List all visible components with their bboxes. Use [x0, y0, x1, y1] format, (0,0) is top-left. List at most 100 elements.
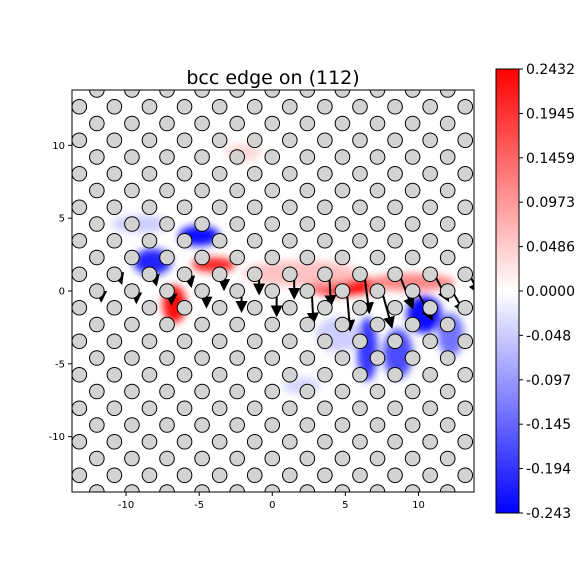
atom — [264, 115, 281, 132]
atom — [141, 199, 158, 216]
atom — [369, 383, 386, 400]
atom — [106, 433, 123, 450]
atom — [422, 199, 438, 216]
atom — [282, 400, 298, 417]
atom — [264, 484, 281, 492]
atom — [211, 400, 228, 417]
atom — [387, 232, 403, 249]
atom — [369, 283, 386, 299]
y-tick-label: 0 — [59, 287, 65, 298]
atom — [176, 199, 193, 216]
atom — [387, 98, 403, 115]
atom — [352, 467, 368, 484]
atom — [159, 316, 175, 333]
atom — [159, 283, 175, 299]
atom — [19, 351, 34, 366]
atom — [229, 115, 245, 132]
atom — [54, 150, 69, 165]
atom — [194, 350, 210, 366]
atom — [125, 49, 140, 64]
atom — [194, 115, 210, 132]
atom — [422, 433, 438, 450]
atom — [282, 98, 298, 115]
atom — [282, 232, 298, 249]
atom — [317, 433, 333, 450]
atom — [212, 501, 227, 516]
atom — [282, 199, 298, 216]
atom — [19, 418, 34, 433]
atom — [300, 49, 315, 64]
atom — [72, 199, 88, 216]
atom — [457, 299, 474, 316]
atom — [176, 467, 193, 484]
atom — [387, 433, 403, 450]
atom — [246, 199, 263, 216]
atom — [230, 518, 245, 533]
atom — [106, 199, 123, 216]
atom — [211, 232, 228, 249]
atom — [159, 249, 175, 266]
displacement-arrow — [362, 274, 374, 315]
atom — [282, 299, 298, 316]
atom — [352, 433, 368, 450]
atom — [334, 182, 351, 199]
atom — [19, 217, 34, 232]
atom — [194, 249, 210, 266]
atom — [299, 115, 316, 132]
atom — [387, 400, 403, 417]
atom — [124, 484, 140, 492]
atom — [404, 417, 421, 433]
y-tick-label: -5 — [55, 359, 65, 370]
atom — [229, 216, 245, 232]
atom — [334, 216, 351, 232]
atom — [369, 182, 386, 199]
atom — [141, 98, 158, 115]
atom — [124, 350, 140, 366]
atom — [159, 149, 175, 165]
atom — [439, 450, 456, 467]
atom — [229, 350, 245, 366]
atom — [352, 199, 368, 216]
atom — [422, 467, 438, 484]
atom — [54, 250, 69, 265]
atom — [159, 383, 175, 400]
atom — [72, 98, 88, 115]
field-map — [111, 143, 464, 395]
atom — [159, 350, 175, 366]
atom — [422, 400, 438, 417]
atom — [246, 400, 263, 417]
atom — [106, 132, 123, 149]
atom — [404, 383, 421, 400]
atom — [370, 49, 385, 64]
atom — [264, 182, 281, 199]
atom — [439, 484, 456, 492]
atom — [54, 116, 69, 131]
atom — [37, 468, 52, 483]
atom — [317, 199, 333, 216]
atom — [369, 249, 386, 266]
atom — [89, 249, 105, 266]
atom — [176, 98, 193, 115]
atom — [475, 384, 490, 399]
atom — [282, 165, 298, 182]
atom — [72, 400, 88, 417]
atom — [229, 283, 245, 299]
atom — [264, 450, 281, 467]
atom — [211, 132, 228, 149]
atom — [37, 233, 52, 248]
colorbar-tick-label: 0.2432 — [526, 62, 575, 78]
atom — [458, 501, 473, 516]
atom — [141, 299, 158, 316]
atom — [194, 149, 210, 165]
atom — [72, 433, 88, 450]
atom — [211, 433, 228, 450]
atom — [124, 249, 140, 266]
atom — [439, 283, 456, 299]
atom — [387, 333, 403, 350]
atom — [107, 66, 122, 81]
atom — [124, 283, 140, 299]
atom — [37, 367, 52, 382]
atom — [37, 66, 52, 81]
atom — [176, 333, 193, 350]
atom — [194, 316, 210, 333]
